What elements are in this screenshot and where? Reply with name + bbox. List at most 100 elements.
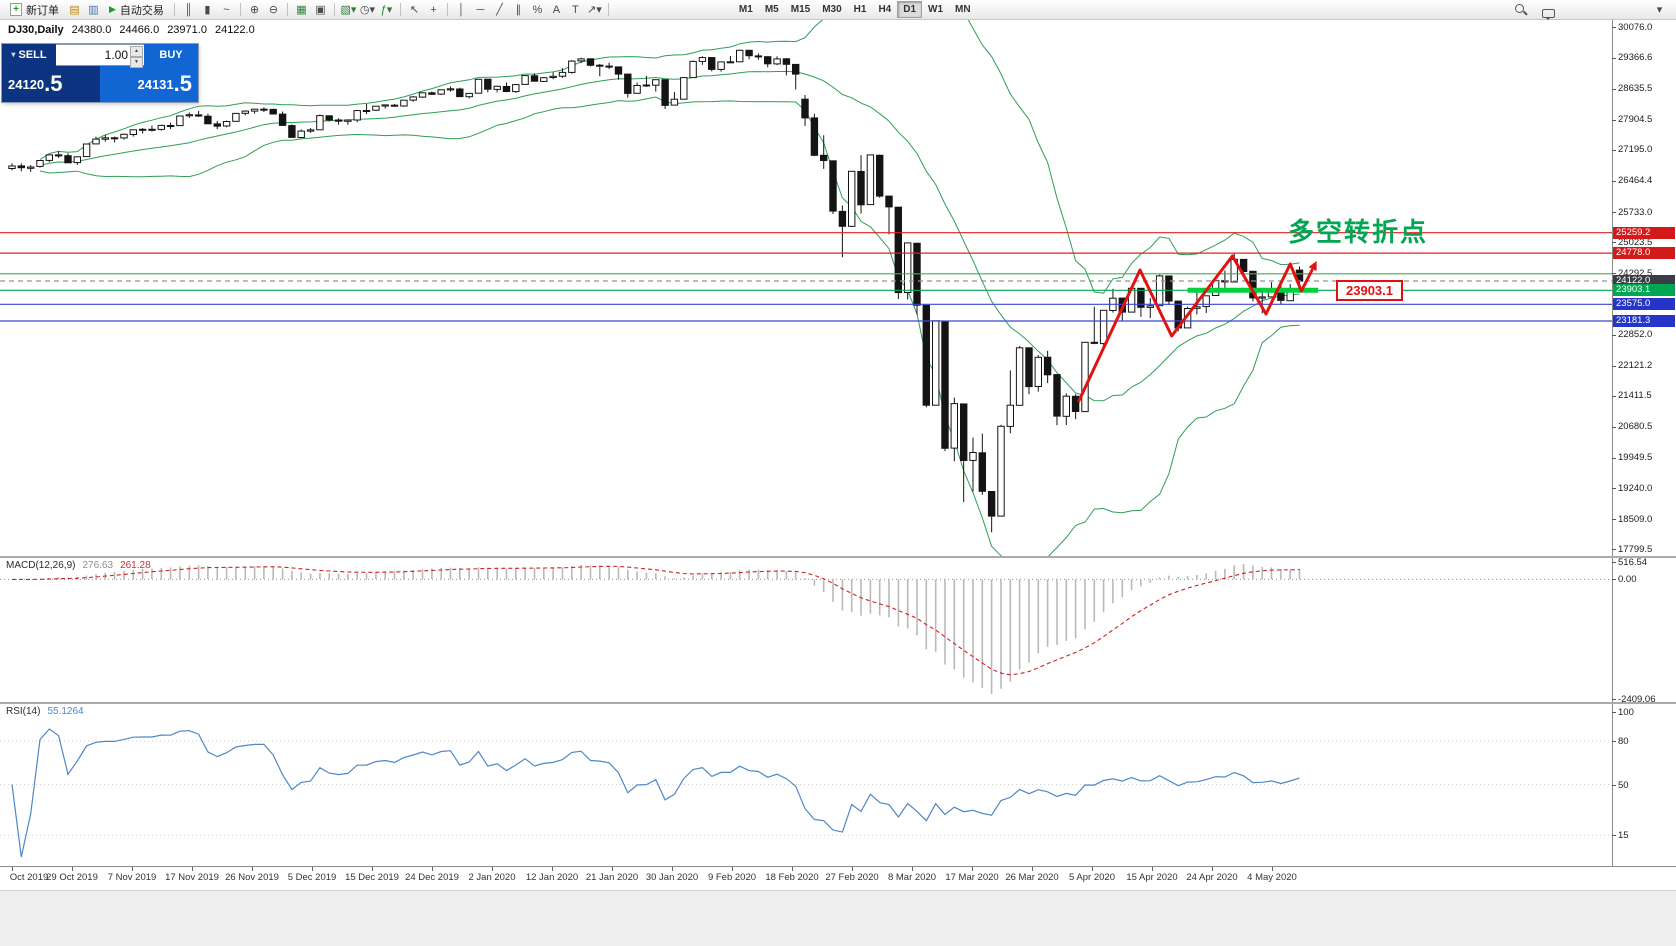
trend-zigzag — [1077, 254, 1314, 403]
new-order-button[interactable]: + 新订单 — [4, 1, 65, 19]
chat-bubble-glyph — [1542, 9, 1555, 20]
crosshair-icon[interactable]: + — [430, 3, 437, 16]
timeframe-m30[interactable]: M30 — [822, 4, 842, 15]
buy-price-fraction: .5 — [173, 71, 192, 96]
one-click-trading-panel: ▾ SELL 1.00 ▲ ▼ BUY 24120 .5 24131 .5 — [2, 44, 198, 102]
new-chart-icon[interactable]: ▧▾ — [340, 4, 357, 16]
zigzag-arrowhead — [1308, 261, 1317, 271]
chart-title: DJ30,Daily 24380.0 24466.0 23971.0 24122… — [8, 24, 255, 36]
buy-button-label: BUY — [159, 49, 183, 61]
panel-collapse-icon[interactable]: ▾ — [11, 50, 16, 59]
autotrading-button[interactable]: ▶ 自动交易 — [103, 1, 170, 19]
indicators-icon[interactable]: ƒ▾ — [380, 4, 393, 16]
toolbar-pre-icons: ▤ ▥ — [65, 1, 103, 18]
pane-separator[interactable] — [0, 702, 1676, 704]
price-axis[interactable] — [1612, 20, 1676, 890]
candles-layer — [8, 49, 1304, 533]
toolbar-groups: ║ ▮ ~ ⊕ ⊖ ▦ ▣ ▧▾ ◷▾ ƒ▾ ↖ + │ ─ ╱ ∥% A T ↗▾ — [170, 1, 604, 18]
sell-price[interactable]: 24120 .5 — [2, 66, 100, 102]
turning-point-annotation: 多空转折点 — [1288, 217, 1429, 247]
buy-price-main: 24131 — [137, 76, 174, 92]
timeframe-h4[interactable]: H4 — [878, 4, 892, 15]
profiles-icon[interactable]: ◷▾ — [359, 4, 375, 16]
chat-icon[interactable] — [1542, 5, 1555, 23]
timeframe-mn[interactable]: MN — [955, 4, 971, 15]
toolbar-separator — [173, 3, 175, 16]
rsi-pane[interactable] — [0, 704, 1612, 866]
sell-price-fraction: .5 — [44, 71, 63, 96]
vertical-line-icon[interactable]: │ — [457, 3, 465, 16]
toolbar-separator — [239, 3, 241, 16]
label-icon[interactable]: T — [572, 3, 579, 16]
timeframe-m15[interactable]: M15 — [790, 4, 811, 15]
volume-value: 1.00 — [104, 48, 128, 62]
fibonacci-icon[interactable]: % — [532, 3, 543, 16]
line-chart-icon[interactable]: ~ — [223, 3, 230, 16]
trendline-icon[interactable]: ╱ — [496, 4, 503, 16]
date-axis[interactable] — [0, 866, 1676, 890]
sell-button[interactable]: ▾ SELL — [2, 44, 56, 66]
macd-signal-value: 261.28 — [120, 560, 151, 571]
bollinger-lower — [39, 96, 1300, 556]
autotrading-play-icon: ▶ — [109, 4, 116, 14]
rsi-canvas[interactable] — [0, 704, 1612, 866]
volume-down-icon[interactable]: ▼ — [130, 57, 143, 68]
ohlc-low: 23971.0 — [167, 24, 207, 36]
timeframe-m1[interactable]: M1 — [738, 4, 753, 15]
toolbar-separator — [607, 3, 609, 16]
horizontal-line-icon[interactable]: ─ — [476, 3, 485, 16]
macd-pane[interactable] — [0, 558, 1612, 702]
pane-separator[interactable] — [0, 556, 1676, 558]
timeframe-d1[interactable]: D1 — [897, 1, 923, 18]
trade-panel-top-row: ▾ SELL 1.00 ▲ ▼ BUY — [2, 44, 198, 68]
cursor-icon[interactable]: ↖ — [409, 4, 420, 16]
macd-histogram — [20, 564, 1301, 694]
timeframe-toolbar: M1 M5 M15 M30 H1 H4 D1 W1 MN — [733, 1, 977, 18]
macd-canvas[interactable] — [0, 558, 1612, 702]
terminal-icon[interactable]: ▤ — [69, 4, 80, 16]
new-order-icon: + — [10, 3, 22, 16]
tile-windows-icon[interactable]: ▦ — [296, 4, 307, 16]
arrows-icon[interactable]: ↗▾ — [587, 4, 602, 16]
macd-value: 276.63 — [82, 560, 114, 571]
timeframe-h1[interactable]: H1 — [853, 4, 867, 15]
macd-signal-line — [12, 565, 1300, 676]
volume-input[interactable]: 1.00 ▲ ▼ — [56, 44, 144, 68]
navigator-icon[interactable]: ▥ — [88, 4, 99, 16]
ohlc-high: 24466.0 — [119, 24, 160, 36]
footer-area — [0, 890, 1676, 946]
macd-label-row: MACD(12,26,9) 276.63 261.28 — [6, 560, 151, 571]
new-order-plus-glyph: + — [13, 3, 19, 15]
channel-icon[interactable]: ∥ — [515, 4, 522, 16]
toolbar-separator — [286, 3, 288, 16]
timeframe-w1[interactable]: W1 — [928, 4, 944, 15]
candlestick-chart-icon[interactable]: ▮ — [204, 4, 211, 16]
main-chart-canvas[interactable] — [0, 20, 1612, 556]
macd-name: MACD(12,26,9) — [6, 560, 76, 571]
buy-button[interactable]: BUY — [144, 44, 198, 66]
bollinger-middle — [39, 71, 1300, 402]
rsi-line — [11, 728, 1300, 858]
rsi-name: RSI(14) — [6, 706, 41, 717]
volume-up-icon[interactable]: ▲ — [130, 46, 143, 57]
volume-spinner: ▲ ▼ — [130, 46, 143, 68]
symbol-period-label: DJ30,Daily — [8, 24, 64, 36]
rsi-value: 55.1264 — [47, 706, 84, 717]
text-icon[interactable]: A — [552, 3, 561, 16]
autotrading-label: 自动交易 — [119, 4, 164, 17]
timeframe-m5[interactable]: M5 — [764, 4, 779, 15]
search-glass-glyph — [1514, 3, 1527, 16]
search-icon[interactable] — [1514, 3, 1527, 21]
zoom-in-icon[interactable]: ⊕ — [249, 4, 260, 16]
trade-panel-price-row: 24120 .5 24131 .5 — [2, 66, 198, 102]
sell-button-label: SELL — [18, 49, 47, 61]
new-order-label: 新订单 — [26, 4, 59, 17]
data-window-icon[interactable]: ▣ — [315, 4, 326, 16]
toolbar-separator — [399, 3, 401, 16]
buy-price[interactable]: 24131 .5 — [100, 66, 198, 102]
ohlc-close: 24122.0 — [214, 24, 255, 36]
bar-chart-icon[interactable]: ║ — [184, 3, 193, 16]
zoom-out-icon[interactable]: ⊖ — [268, 4, 279, 16]
toolbar-overflow-icon[interactable]: ▾ — [1656, 4, 1663, 16]
